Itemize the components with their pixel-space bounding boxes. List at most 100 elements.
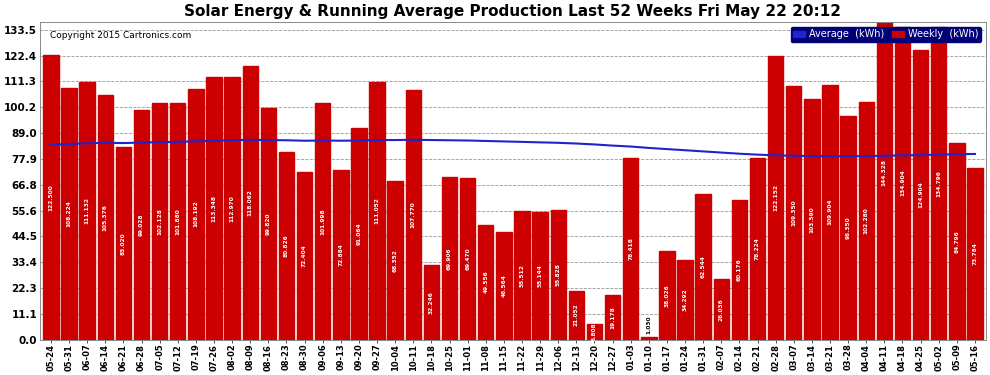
Text: 99.028: 99.028 <box>139 213 144 236</box>
Bar <box>895 27 910 339</box>
Text: 108.192: 108.192 <box>193 201 198 227</box>
Bar <box>642 337 656 339</box>
Text: 124.904: 124.904 <box>918 181 923 208</box>
Text: 103.590: 103.590 <box>810 206 815 233</box>
Text: 32.246: 32.246 <box>429 291 434 314</box>
Text: 107.770: 107.770 <box>411 201 416 228</box>
Text: Copyright 2015 Cartronics.com: Copyright 2015 Cartronics.com <box>50 31 191 40</box>
Bar <box>858 102 874 339</box>
Bar <box>424 265 440 339</box>
Text: 96.350: 96.350 <box>845 216 850 239</box>
Bar <box>533 211 547 339</box>
Text: 62.544: 62.544 <box>701 255 706 278</box>
Bar <box>913 50 929 339</box>
Legend: Average  (kWh), Weekly  (kWh): Average (kWh), Weekly (kWh) <box>790 27 981 42</box>
Bar <box>225 78 240 339</box>
Bar <box>297 172 312 339</box>
Text: 102.128: 102.128 <box>157 208 162 234</box>
Bar <box>714 279 729 339</box>
Text: 19.178: 19.178 <box>610 306 615 328</box>
Bar <box>315 103 331 339</box>
Text: 55.144: 55.144 <box>538 264 543 287</box>
Text: 80.826: 80.826 <box>284 234 289 257</box>
Text: 84.796: 84.796 <box>954 230 959 252</box>
Text: 118.062: 118.062 <box>248 189 252 216</box>
Bar <box>804 99 820 339</box>
Text: 78.224: 78.224 <box>755 237 760 260</box>
Bar <box>61 88 77 339</box>
Text: 55.828: 55.828 <box>555 263 560 286</box>
Text: 109.904: 109.904 <box>828 199 833 225</box>
Text: 91.064: 91.064 <box>356 223 361 245</box>
Bar <box>406 90 421 339</box>
Text: 122.500: 122.500 <box>49 184 53 211</box>
Text: 49.556: 49.556 <box>483 271 488 293</box>
Text: 134.796: 134.796 <box>937 170 941 196</box>
Text: 78.418: 78.418 <box>629 237 634 260</box>
Bar <box>496 231 512 339</box>
Text: 111.052: 111.052 <box>374 197 379 224</box>
Bar <box>623 158 639 339</box>
Text: 83.020: 83.020 <box>121 232 126 255</box>
Bar <box>44 56 58 339</box>
Text: 109.350: 109.350 <box>791 200 796 226</box>
Bar <box>188 88 204 339</box>
Text: 111.132: 111.132 <box>85 197 90 224</box>
Bar <box>823 85 838 339</box>
Text: 73.784: 73.784 <box>972 243 977 266</box>
Bar <box>79 82 95 339</box>
Bar <box>949 143 964 339</box>
Text: 26.036: 26.036 <box>719 298 724 321</box>
Text: 38.026: 38.026 <box>664 284 669 307</box>
Bar <box>568 291 584 339</box>
Bar <box>841 116 855 339</box>
Bar <box>931 27 946 339</box>
Bar <box>967 168 983 339</box>
Text: 99.820: 99.820 <box>266 213 271 235</box>
Text: 101.998: 101.998 <box>320 208 325 234</box>
Text: 72.884: 72.884 <box>339 244 344 267</box>
Text: 68.352: 68.352 <box>393 249 398 272</box>
Text: 112.970: 112.970 <box>230 195 235 222</box>
Bar <box>732 200 747 339</box>
Bar <box>696 195 711 339</box>
Bar <box>134 110 149 339</box>
Bar <box>333 171 348 339</box>
Bar <box>786 86 802 339</box>
Text: 144.328: 144.328 <box>882 159 887 186</box>
Text: 6.808: 6.808 <box>592 322 597 341</box>
Text: 105.376: 105.376 <box>103 204 108 231</box>
Bar <box>460 178 475 339</box>
Text: 34.292: 34.292 <box>682 288 688 311</box>
Bar <box>442 177 457 339</box>
Bar <box>515 211 530 339</box>
Bar <box>351 128 366 339</box>
Title: Solar Energy & Running Average Production Last 52 Weeks Fri May 22 20:12: Solar Energy & Running Average Productio… <box>184 4 841 19</box>
Bar <box>550 210 566 339</box>
Text: 113.348: 113.348 <box>212 195 217 222</box>
Text: 69.470: 69.470 <box>465 248 470 270</box>
Bar <box>605 295 621 339</box>
Bar <box>151 103 167 339</box>
Text: 1.030: 1.030 <box>646 315 651 334</box>
Text: 134.904: 134.904 <box>900 170 905 196</box>
Text: 69.906: 69.906 <box>447 247 452 270</box>
Text: 108.224: 108.224 <box>66 201 71 228</box>
Bar <box>677 260 693 339</box>
Text: 55.512: 55.512 <box>520 264 525 286</box>
Bar <box>478 225 493 339</box>
Bar <box>369 82 385 339</box>
Text: 102.280: 102.280 <box>863 207 869 234</box>
Text: 101.880: 101.880 <box>175 208 180 235</box>
Text: 122.152: 122.152 <box>773 184 778 211</box>
Bar <box>279 152 294 339</box>
Bar <box>587 324 602 339</box>
Bar <box>260 108 276 339</box>
Bar <box>387 181 403 339</box>
Bar <box>749 158 765 339</box>
Bar <box>659 251 674 339</box>
Bar <box>116 147 131 339</box>
Text: 21.052: 21.052 <box>574 304 579 327</box>
Bar <box>98 95 113 339</box>
Text: 46.564: 46.564 <box>501 274 507 297</box>
